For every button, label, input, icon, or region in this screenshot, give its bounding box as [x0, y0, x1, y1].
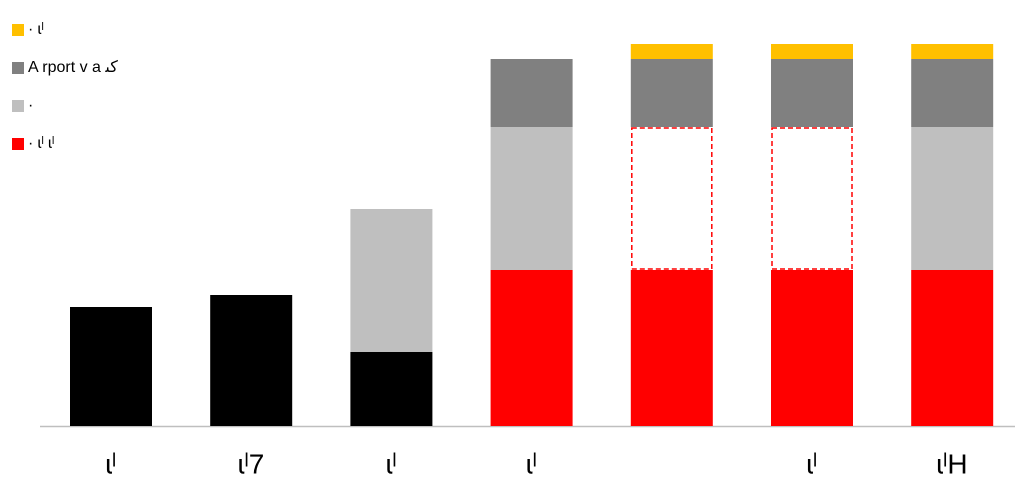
- legend-label: ·: [28, 97, 33, 114]
- bar-segment: [70, 307, 152, 426]
- bar-segment: [490, 127, 573, 270]
- bar-segment: [350, 352, 433, 426]
- bar-segment: [911, 270, 994, 426]
- legend-swatch: [12, 24, 24, 36]
- bar-segment: [490, 59, 573, 127]
- legend-swatch: [12, 100, 24, 112]
- bar-segment: [630, 44, 713, 59]
- bar-segment: [490, 270, 573, 426]
- bar-segment: [771, 127, 853, 270]
- bar-segment: [630, 59, 713, 127]
- legend-swatch: [12, 62, 24, 74]
- x-tick-label: ɩˡ: [386, 448, 397, 479]
- bar-segment: [911, 127, 994, 270]
- x-tick-label: ɩˡ7: [238, 448, 264, 479]
- bar-segment: [911, 44, 994, 59]
- bar-segment: [630, 270, 713, 426]
- bar-segment: [350, 209, 433, 352]
- bar-segment: [911, 59, 994, 127]
- bar-segment: [771, 44, 853, 59]
- x-tick-label: ɩˡ: [807, 448, 818, 479]
- legend-label: · ɩˡ ɩˡ: [28, 135, 54, 152]
- legend-label: · ɩˡ: [28, 21, 44, 38]
- bar-segment: [771, 270, 853, 426]
- bar-segment: [210, 295, 293, 426]
- bar-segment: [631, 127, 713, 270]
- legend-label: A rport v a ﻛﯩ: [28, 59, 118, 76]
- x-tick-label: ɩˡH: [937, 448, 968, 479]
- bar-segment: [771, 59, 853, 127]
- x-tick-label: ɩˡ: [106, 448, 117, 479]
- legend-swatch: [12, 138, 24, 150]
- x-tick-label: ɩˡ: [526, 448, 537, 479]
